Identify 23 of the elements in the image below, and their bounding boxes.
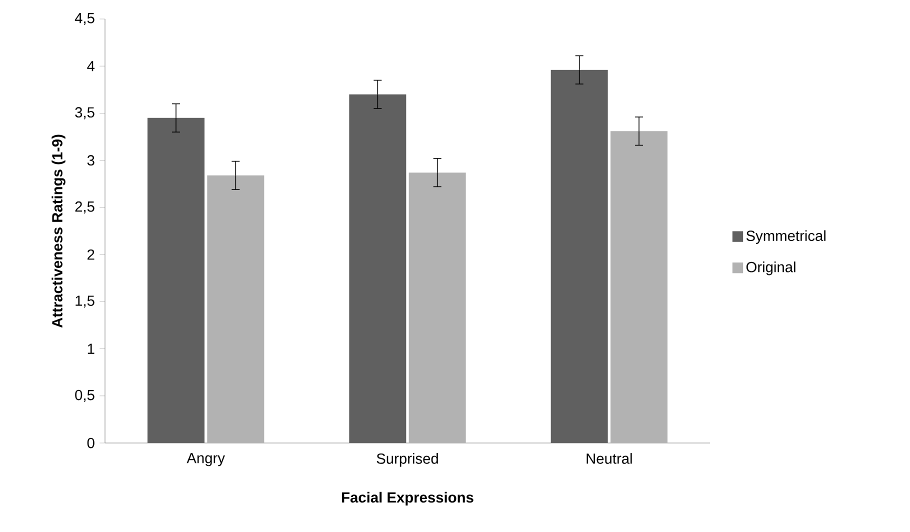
bar bbox=[148, 118, 205, 443]
y-tick-label: 4,5 bbox=[74, 13, 94, 25]
legend-label: Symmetrical bbox=[746, 230, 826, 244]
x-tick-label: Surprised bbox=[376, 453, 438, 467]
y-tick-label: 2 bbox=[88, 249, 94, 260]
legend-label: Original bbox=[746, 262, 796, 276]
y-tick-label: 1 bbox=[88, 344, 94, 354]
x-axis-title: Facial Expressions bbox=[342, 492, 474, 506]
y-tick-label: 0 bbox=[87, 438, 94, 448]
y-tick-label: 2,5 bbox=[75, 201, 94, 214]
y-tick-label: 4 bbox=[87, 61, 95, 72]
y-tick-label: 0,5 bbox=[75, 390, 94, 402]
bar bbox=[408, 172, 466, 443]
y-tick-label: 3 bbox=[87, 155, 94, 166]
bar bbox=[610, 131, 668, 443]
bar bbox=[550, 70, 608, 443]
y-tick-label: 1,5 bbox=[76, 296, 94, 308]
bar bbox=[349, 94, 406, 443]
x-tick-label: Angry bbox=[186, 453, 225, 466]
y-axis-title: Attractiveness Ratings (1-9) bbox=[52, 134, 66, 328]
x-tick-label: Neutral bbox=[586, 453, 632, 464]
y-tick-label: 3,5 bbox=[75, 107, 94, 120]
bar bbox=[207, 175, 264, 443]
